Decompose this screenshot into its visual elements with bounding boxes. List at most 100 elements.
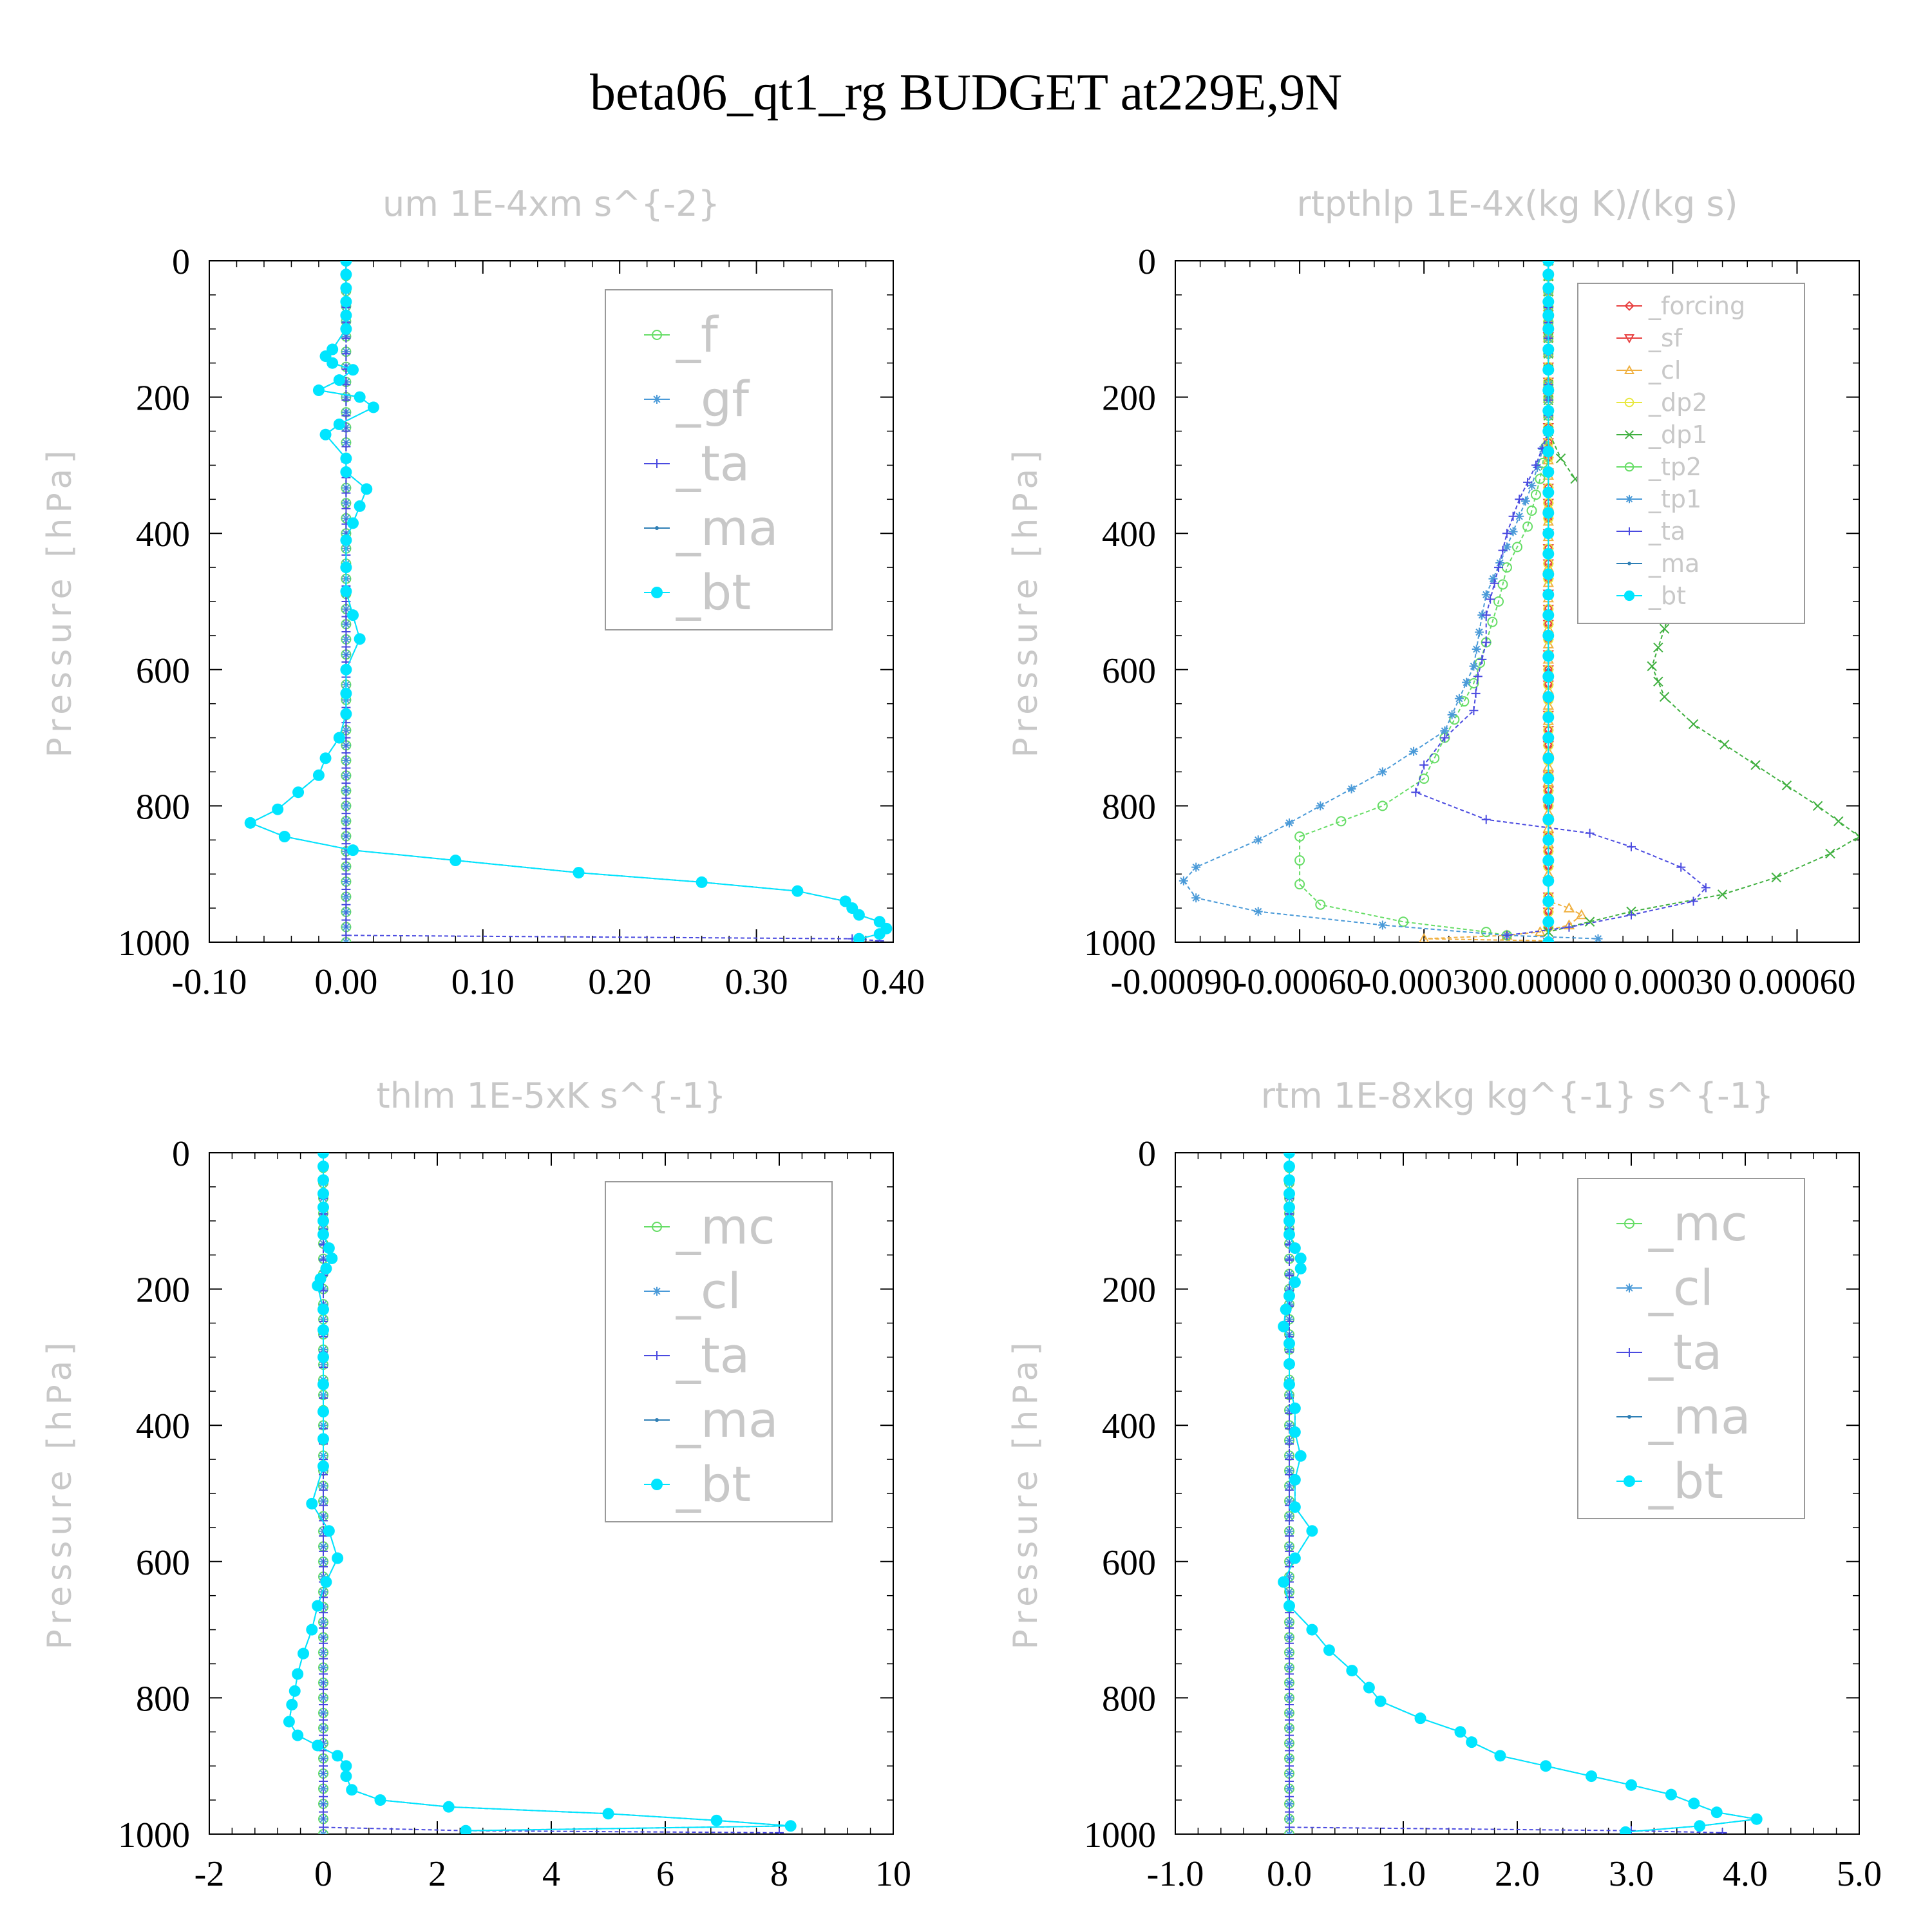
data-point — [1285, 1485, 1294, 1495]
data-point — [341, 334, 351, 343]
data-point — [1620, 1826, 1632, 1834]
data-point — [341, 488, 351, 498]
data-point — [306, 1497, 318, 1510]
data-point — [1398, 916, 1408, 927]
data-point — [289, 1685, 301, 1697]
data-point — [319, 1485, 328, 1495]
data-point — [1475, 658, 1486, 668]
data-point — [341, 349, 351, 359]
legend-marker — [1624, 430, 1634, 440]
data-point — [1283, 1600, 1295, 1612]
data-point — [317, 1303, 329, 1316]
x-tick-label: 0.00000 — [1490, 962, 1607, 1002]
data-point — [1542, 916, 1555, 928]
data-point — [1542, 269, 1555, 281]
data-point — [341, 395, 351, 405]
data-point — [1285, 1623, 1294, 1633]
data-point — [341, 900, 351, 909]
x-tick-label: 3.0 — [1609, 1854, 1654, 1894]
data-point — [1542, 486, 1555, 498]
y-tick-label: 1000 — [118, 923, 190, 963]
data-point — [317, 1215, 329, 1227]
data-point — [1454, 694, 1464, 703]
y-tick-label: 400 — [136, 1406, 190, 1446]
legend-box — [605, 289, 833, 630]
data-point — [319, 1777, 328, 1786]
data-point — [775, 1828, 784, 1834]
legend-marker — [651, 1479, 663, 1490]
data-point — [341, 869, 351, 879]
y-tick-label: 0 — [172, 1134, 190, 1174]
legend-label: _tp2 — [1648, 453, 1701, 481]
y-tick-label: 200 — [1102, 1271, 1156, 1311]
data-point — [347, 364, 359, 376]
series-bt — [1542, 261, 1555, 942]
data-point — [1469, 661, 1479, 671]
data-point — [1542, 446, 1555, 458]
series-line — [1299, 261, 1549, 936]
data-point — [1542, 936, 1555, 942]
data-point — [1515, 495, 1524, 504]
data-point — [1289, 1501, 1301, 1513]
y-tick-label: 200 — [1102, 379, 1156, 419]
data-point — [1659, 692, 1670, 702]
legend-label: _sf — [1648, 324, 1683, 352]
data-point — [1285, 1738, 1294, 1748]
data-point — [1542, 670, 1555, 683]
data-point — [333, 418, 345, 430]
data-point — [1285, 1715, 1294, 1725]
data-point — [341, 885, 351, 895]
series-line — [1182, 261, 1598, 940]
data-point — [1512, 542, 1522, 553]
data-point — [312, 769, 325, 781]
data-point — [341, 771, 351, 781]
data-point — [319, 1693, 328, 1703]
legend-marker — [1624, 334, 1634, 344]
data-point — [1289, 1426, 1301, 1438]
data-point — [340, 296, 352, 308]
data-point — [1719, 739, 1730, 750]
data-point — [710, 1814, 723, 1826]
legend-label: _cl — [1648, 356, 1681, 384]
data-point — [340, 1760, 352, 1772]
data-point — [341, 748, 351, 758]
legend-marker — [1625, 527, 1634, 536]
legend-marker — [652, 1287, 661, 1296]
data-point — [1285, 1663, 1294, 1672]
data-point — [1280, 1303, 1292, 1316]
series-line — [323, 1153, 780, 1833]
data-point — [319, 1623, 328, 1633]
data-point — [1502, 931, 1511, 940]
series-line — [1548, 261, 1859, 933]
data-point — [1283, 1215, 1295, 1227]
data-point — [1647, 661, 1657, 672]
data-point — [1542, 568, 1555, 580]
data-point — [341, 839, 351, 849]
data-point — [1542, 650, 1555, 662]
data-point — [312, 1600, 324, 1612]
data-point — [1522, 521, 1533, 532]
legend-marker — [1627, 562, 1631, 565]
data-point — [1710, 1806, 1723, 1819]
x-tick-label: 0.00 — [314, 962, 377, 1002]
plot-area — [244, 261, 893, 942]
data-point — [341, 426, 351, 436]
data-point — [1377, 800, 1388, 811]
data-point — [1487, 616, 1498, 627]
data-point — [347, 609, 359, 621]
y-tick-label: 800 — [136, 787, 190, 827]
data-point — [1718, 1828, 1727, 1834]
data-point — [332, 1552, 344, 1564]
y-tick-label: 200 — [136, 1271, 190, 1311]
data-point — [1542, 466, 1555, 478]
legend-box — [605, 1181, 833, 1522]
data-point — [1191, 893, 1201, 903]
legend-marker — [1625, 495, 1634, 504]
legend-label: _dp2 — [1648, 388, 1707, 417]
x-tick-label: 4.0 — [1723, 1854, 1768, 1894]
data-point — [1315, 899, 1326, 910]
data-point — [341, 915, 351, 925]
data-point — [312, 1739, 324, 1752]
data-point — [1750, 760, 1761, 770]
data-point — [323, 1525, 335, 1537]
